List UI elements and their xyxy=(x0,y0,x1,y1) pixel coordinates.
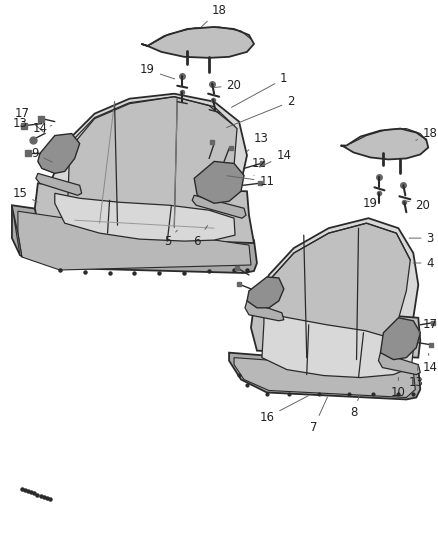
Text: 13: 13 xyxy=(409,366,424,389)
Polygon shape xyxy=(35,183,254,243)
Text: 13: 13 xyxy=(247,132,268,151)
Text: 9: 9 xyxy=(31,147,52,162)
Polygon shape xyxy=(229,353,420,399)
Text: 17: 17 xyxy=(418,318,438,333)
Polygon shape xyxy=(234,358,415,398)
Text: 6: 6 xyxy=(194,225,208,248)
Text: 20: 20 xyxy=(407,199,430,212)
Text: 19: 19 xyxy=(140,63,175,79)
Polygon shape xyxy=(38,134,80,173)
Text: 4: 4 xyxy=(413,256,434,270)
Polygon shape xyxy=(38,94,247,228)
Polygon shape xyxy=(141,27,254,58)
Text: 2: 2 xyxy=(226,95,295,127)
Polygon shape xyxy=(267,223,410,360)
Text: 5: 5 xyxy=(164,230,177,248)
Polygon shape xyxy=(254,218,418,358)
Text: 13: 13 xyxy=(12,117,27,130)
Polygon shape xyxy=(194,161,244,203)
Polygon shape xyxy=(36,173,81,195)
Text: 19: 19 xyxy=(363,191,381,210)
Polygon shape xyxy=(381,318,420,360)
Text: 14: 14 xyxy=(32,122,52,135)
Polygon shape xyxy=(12,205,257,273)
Text: 20: 20 xyxy=(214,79,241,92)
Polygon shape xyxy=(12,205,22,257)
Text: 18: 18 xyxy=(416,127,438,140)
Text: 15: 15 xyxy=(12,187,37,202)
Polygon shape xyxy=(18,211,251,270)
Polygon shape xyxy=(68,96,237,228)
Text: 18: 18 xyxy=(201,4,226,27)
Polygon shape xyxy=(192,195,246,218)
Text: 7: 7 xyxy=(310,397,328,434)
Text: 10: 10 xyxy=(391,377,406,399)
Text: 1: 1 xyxy=(232,72,288,107)
Polygon shape xyxy=(245,301,284,321)
Text: 11: 11 xyxy=(227,175,275,188)
Text: 14: 14 xyxy=(423,353,438,374)
Polygon shape xyxy=(247,277,284,308)
Polygon shape xyxy=(378,353,420,375)
Text: 3: 3 xyxy=(409,232,434,245)
Polygon shape xyxy=(341,128,428,159)
Text: 8: 8 xyxy=(350,395,360,419)
Text: 16: 16 xyxy=(259,396,308,424)
Text: 14: 14 xyxy=(259,149,291,167)
Text: 17: 17 xyxy=(14,107,46,134)
Polygon shape xyxy=(262,313,413,377)
Polygon shape xyxy=(251,305,420,358)
Polygon shape xyxy=(55,193,235,241)
Text: 12: 12 xyxy=(251,157,266,175)
